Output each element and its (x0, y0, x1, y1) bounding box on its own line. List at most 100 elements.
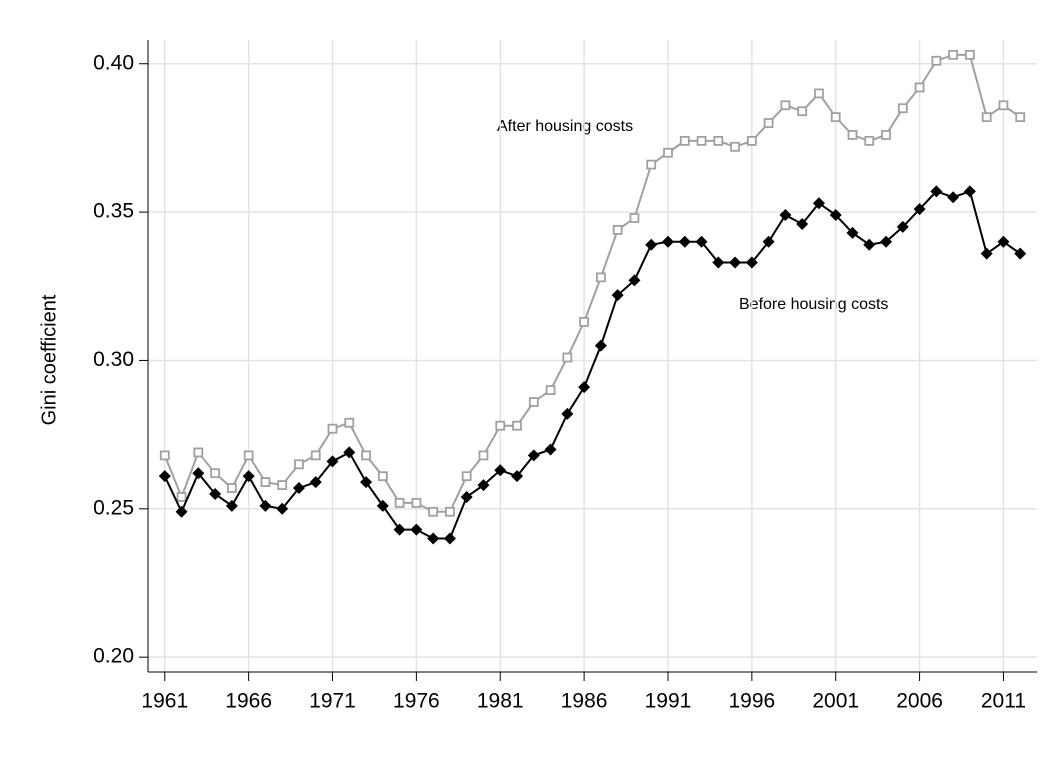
marker (243, 450, 254, 461)
marker (259, 499, 272, 512)
marker (931, 55, 942, 66)
marker (360, 476, 373, 489)
marker (595, 272, 606, 283)
marker (930, 185, 943, 198)
marker (545, 385, 556, 396)
marker (277, 480, 288, 490)
marker (309, 476, 322, 489)
x-tick-label: 1986 (561, 690, 608, 713)
marker (242, 470, 255, 483)
marker (326, 455, 339, 468)
y-tick-label: 0.30 (93, 348, 134, 371)
marker (528, 397, 539, 407)
marker (763, 118, 774, 128)
marker (1015, 112, 1026, 123)
marker (511, 470, 524, 483)
marker (292, 482, 305, 495)
marker (612, 224, 623, 235)
marker (897, 103, 908, 114)
marker (192, 467, 205, 480)
y-tick-label: 0.35 (93, 200, 134, 223)
marker (663, 147, 673, 158)
y-tick-label: 0.25 (93, 496, 134, 519)
marker (427, 532, 440, 545)
marker (544, 443, 557, 456)
x-tick-label: 1961 (141, 690, 188, 713)
marker (343, 446, 356, 459)
marker (863, 238, 876, 251)
marker (914, 82, 925, 93)
marker (310, 450, 321, 461)
marker (158, 470, 171, 483)
marker (578, 381, 591, 394)
marker (159, 450, 170, 461)
marker (896, 220, 909, 233)
x-tick-label: 1971 (309, 690, 356, 713)
marker (729, 256, 742, 269)
marker (376, 499, 389, 512)
marker (963, 185, 976, 198)
marker (445, 506, 455, 517)
marker (460, 490, 473, 503)
marker (796, 217, 809, 230)
marker (260, 477, 271, 488)
marker (210, 468, 220, 479)
marker (713, 135, 724, 146)
marker (495, 420, 506, 431)
marker (913, 203, 926, 216)
marker (478, 450, 489, 461)
marker (527, 449, 540, 462)
marker (629, 213, 640, 223)
series-line (163, 53, 1021, 513)
marker (579, 316, 590, 327)
marker (393, 523, 406, 536)
marker (947, 191, 960, 204)
marker (661, 235, 674, 248)
x-tick-label: 1991 (645, 690, 692, 713)
x-tick-label: 2006 (896, 690, 943, 713)
marker (611, 289, 624, 302)
marker (562, 352, 573, 363)
marker (512, 420, 522, 431)
marker (477, 479, 490, 492)
marker (814, 88, 824, 99)
x-tick-label: 1976 (393, 690, 440, 713)
x-tick-label: 1996 (728, 690, 775, 713)
marker (226, 483, 237, 493)
marker (175, 505, 188, 518)
y-tick-label: 0.40 (93, 51, 134, 74)
marker (176, 492, 187, 502)
marker (645, 238, 658, 251)
marker (276, 502, 289, 515)
x-tick-label: 1966 (225, 690, 272, 713)
marker (998, 100, 1009, 111)
marker (981, 112, 992, 123)
marker (812, 197, 825, 210)
marker (628, 274, 641, 287)
series-line (163, 190, 1021, 540)
marker (443, 532, 456, 545)
marker (327, 423, 338, 434)
marker (730, 141, 740, 152)
marker (193, 447, 204, 458)
marker (225, 499, 238, 512)
marker (679, 135, 690, 146)
marker (746, 135, 757, 146)
marker (1014, 247, 1027, 260)
marker (864, 135, 875, 146)
marker (394, 497, 405, 508)
marker (846, 226, 859, 239)
marker (948, 49, 959, 60)
series-label: Before housing costs (739, 296, 888, 313)
marker (561, 407, 574, 420)
marker (830, 112, 841, 123)
marker (410, 523, 423, 536)
marker (209, 487, 222, 500)
marker (494, 464, 507, 477)
marker (997, 235, 1010, 248)
marker (361, 450, 371, 461)
marker (695, 235, 708, 248)
x-tick-label: 2001 (812, 690, 859, 713)
